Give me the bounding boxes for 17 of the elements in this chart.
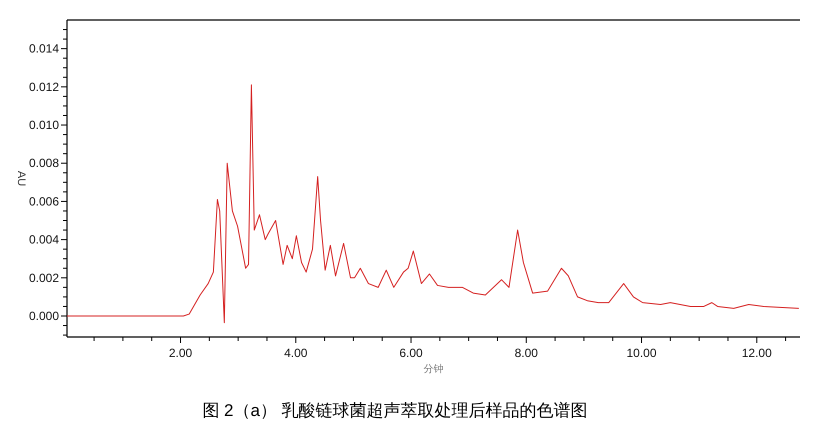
x-tick-label: 10.00 <box>626 346 657 360</box>
y-tick-label: 0.004 <box>28 232 60 247</box>
x-tick-label: 6.00 <box>399 346 424 360</box>
x-tick-label: 8.00 <box>514 346 538 360</box>
x-tick-label: 4.00 <box>284 346 308 360</box>
y-tick-label: 0.006 <box>28 194 60 208</box>
y-tick-label: 0.000 <box>28 308 60 323</box>
x-tick-label: 2.00 <box>168 346 193 360</box>
y-tick-label: 0.014 <box>28 42 60 56</box>
text: 图 2（a） 乳酸链球菌超声萃取处理后样品的色谱图 <box>202 401 588 420</box>
y-tick-label: 0.010 <box>28 118 60 132</box>
y-tick-label: 0.008 <box>28 156 60 170</box>
x-axis-title: 分钟 <box>424 363 444 375</box>
y-axis-title: AU <box>15 170 27 186</box>
y-tick-label: 0.002 <box>28 270 60 285</box>
y-tick-label: 0.012 <box>28 80 60 94</box>
x-tick-label: 12.00 <box>742 346 772 360</box>
